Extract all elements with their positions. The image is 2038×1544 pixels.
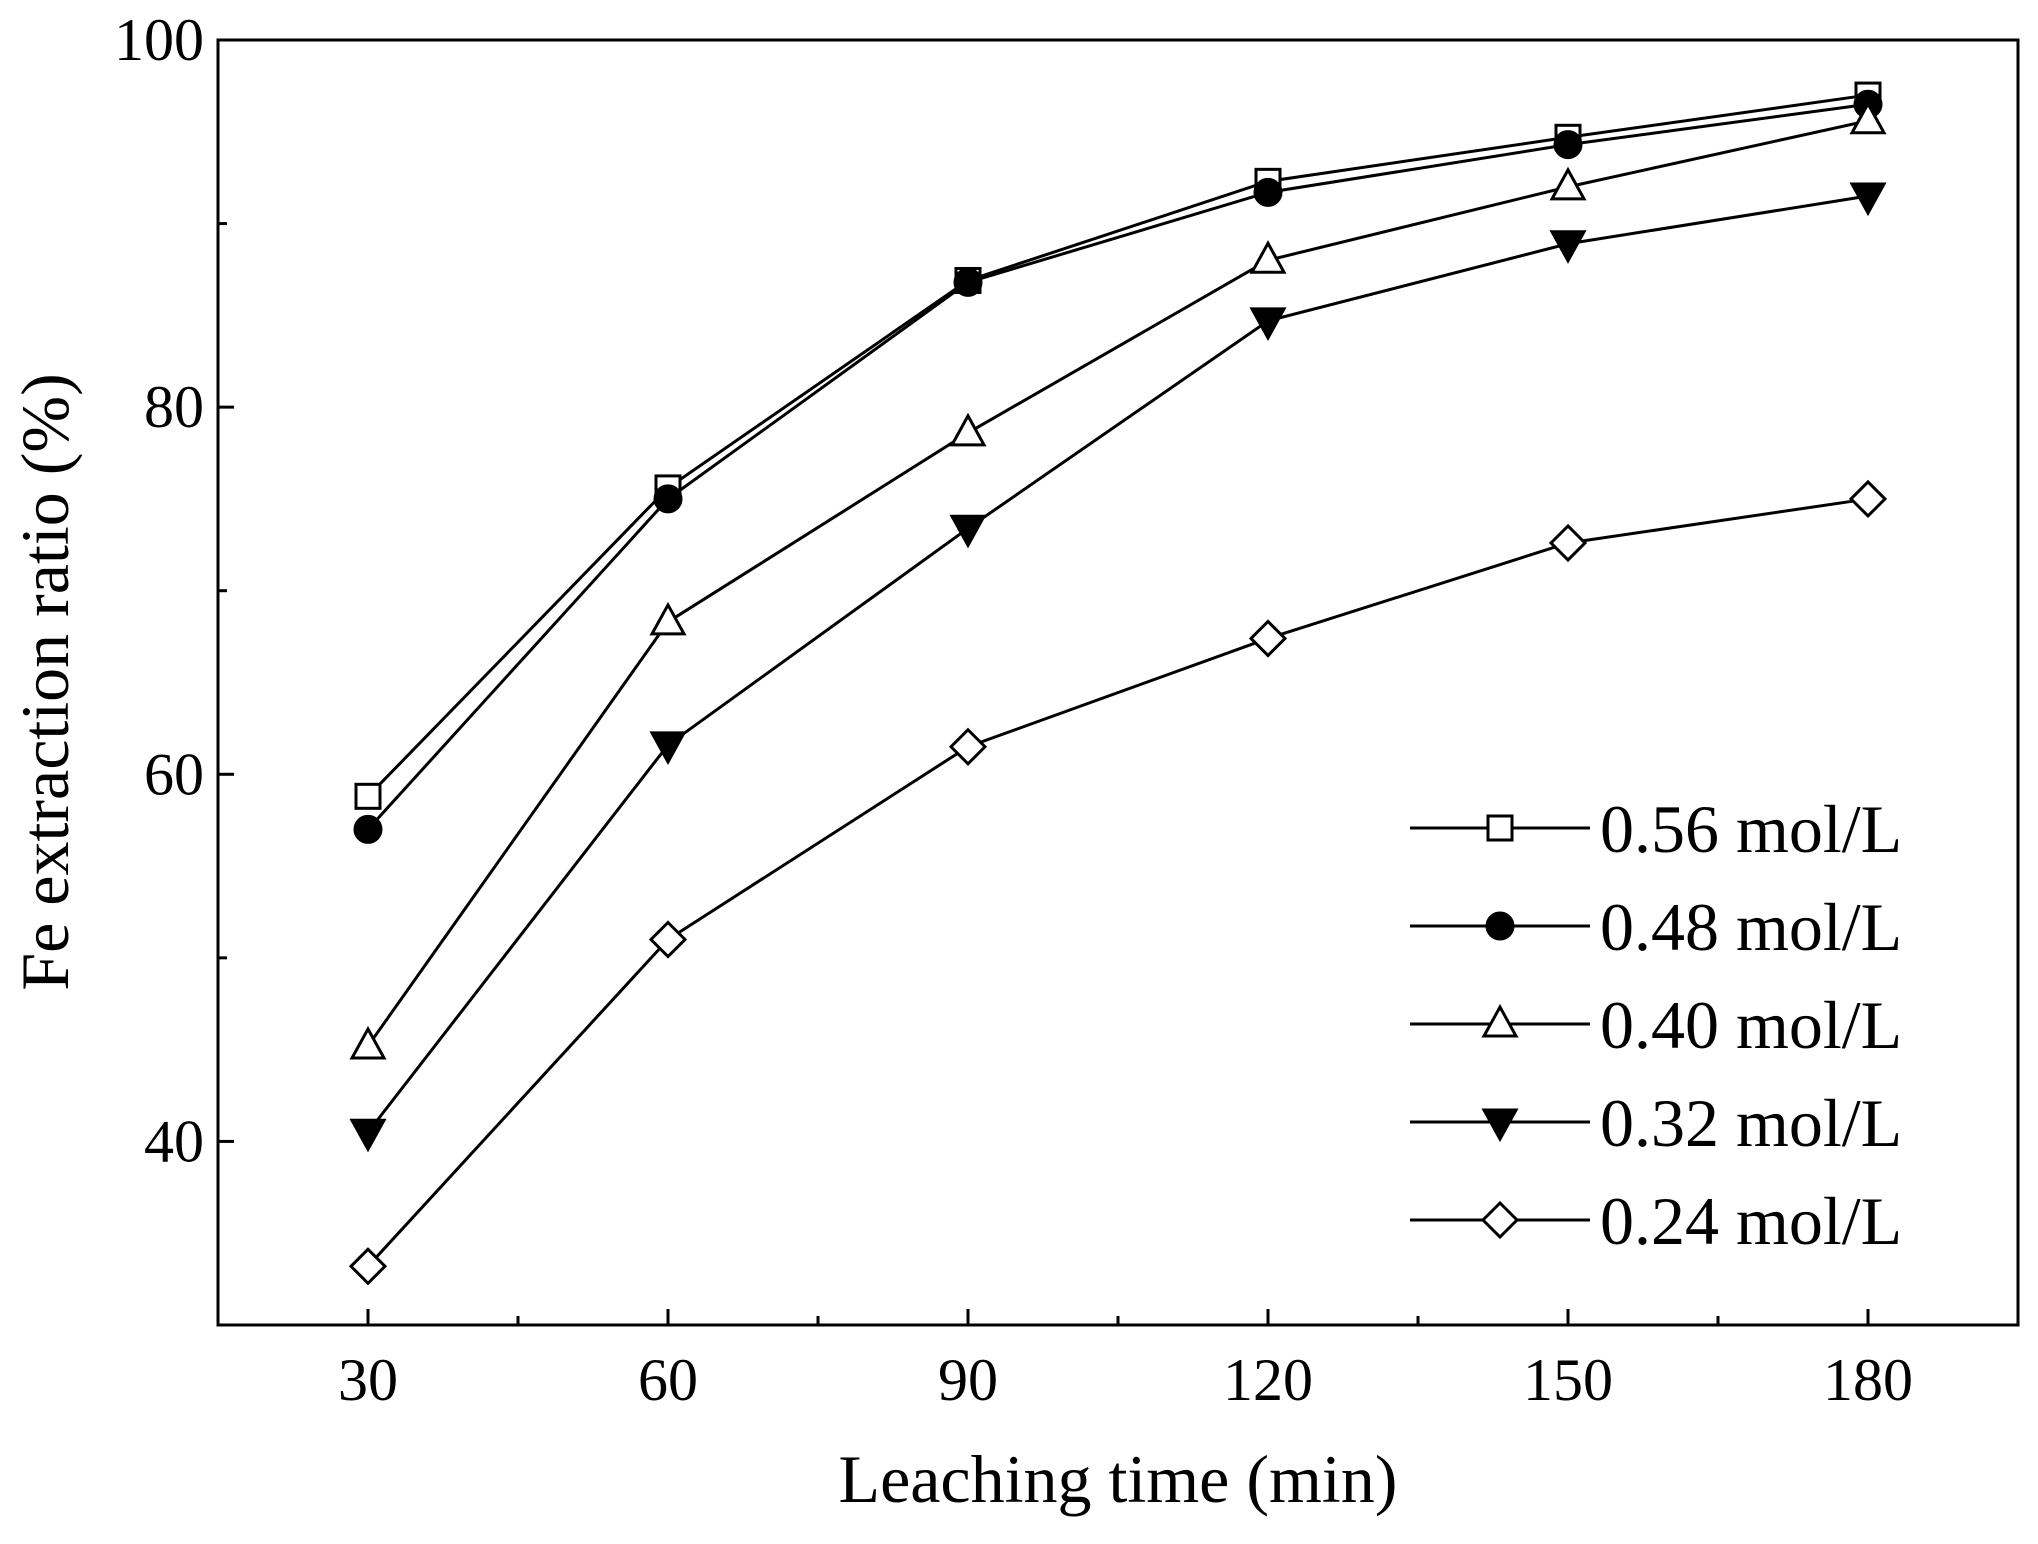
series-0-56-mol-l	[354, 81, 1882, 810]
x-tick-label: 60	[638, 1347, 698, 1413]
data-point	[649, 731, 687, 766]
legend-item: 0.48 mol/L	[1410, 889, 1902, 965]
data-point	[1849, 182, 1887, 217]
data-point	[653, 484, 683, 514]
legend-label: 0.32 mol/L	[1600, 1085, 1902, 1161]
x-tick-label: 90	[938, 1347, 998, 1413]
series-line	[366, 102, 1869, 831]
data-point	[1249, 307, 1287, 341]
legend-marker	[1481, 1003, 1519, 1038]
data-point	[953, 267, 983, 297]
series-line	[366, 194, 1869, 1134]
series-0-32-mol-l	[349, 182, 1887, 1153]
legend: 0.56 mol/L 0.48 mol/L 0.40 mol/L 0.32 mol/L…	[1410, 791, 1902, 1259]
data-point	[1253, 177, 1283, 207]
data-point	[1248, 619, 1288, 658]
data-point	[949, 514, 987, 549]
data-point	[648, 920, 688, 959]
legend-label: 0.56 mol/L	[1600, 791, 1902, 867]
legend-label: 0.48 mol/L	[1600, 889, 1902, 965]
legend-marker	[1485, 911, 1515, 941]
data-point	[949, 412, 987, 447]
data-point	[353, 814, 383, 844]
legend-item: 0.24 mol/L	[1410, 1183, 1902, 1259]
legend-item: 0.32 mol/L	[1410, 1085, 1902, 1161]
x-tick-label: 30	[338, 1347, 398, 1413]
legend-item: 0.40 mol/L	[1410, 987, 1902, 1063]
x-tick-label: 180	[1823, 1347, 1913, 1413]
legend-marker	[1480, 1200, 1520, 1240]
data-point	[349, 1025, 387, 1060]
series-line	[366, 497, 1869, 1268]
data-point	[1249, 240, 1287, 274]
series-layer	[348, 81, 1888, 1286]
series-line	[366, 93, 1869, 798]
y-tick-label: 60	[144, 741, 204, 807]
series-0-48-mol-l	[353, 89, 1883, 844]
series-line	[366, 119, 1869, 1047]
y-axis-title: Fe extraction ratio (%)	[7, 373, 83, 990]
data-point	[348, 1247, 388, 1286]
x-tick-label: 150	[1523, 1347, 1613, 1413]
data-point	[649, 601, 687, 636]
y-tick-label: 80	[144, 374, 204, 440]
y-axis: 40 60 80 100	[114, 7, 234, 1174]
legend-item: 0.56 mol/L	[1410, 791, 1902, 867]
x-tick-label: 120	[1223, 1347, 1313, 1413]
data-point	[1849, 100, 1887, 135]
legend-marker	[1481, 1108, 1519, 1143]
series-0-40-mol-l	[349, 100, 1887, 1060]
data-point	[1553, 130, 1583, 160]
data-point	[349, 1118, 387, 1153]
data-point	[354, 782, 382, 810]
legend-label: 0.24 mol/L	[1600, 1183, 1902, 1259]
x-axis-title: Leaching time (min)	[839, 1441, 1398, 1517]
data-point	[1549, 166, 1587, 201]
legend-marker	[1486, 814, 1514, 842]
data-point	[1549, 230, 1587, 264]
x-axis: 30 60 90 120 150 180	[338, 1309, 1913, 1413]
data-point	[1548, 523, 1588, 563]
y-tick-label: 100	[114, 7, 204, 73]
legend-label: 0.40 mol/L	[1600, 987, 1902, 1063]
data-point	[1848, 479, 1888, 519]
data-point	[948, 727, 988, 766]
series-0-24-mol-l	[348, 479, 1888, 1286]
y-tick-label: 40	[144, 1108, 204, 1174]
